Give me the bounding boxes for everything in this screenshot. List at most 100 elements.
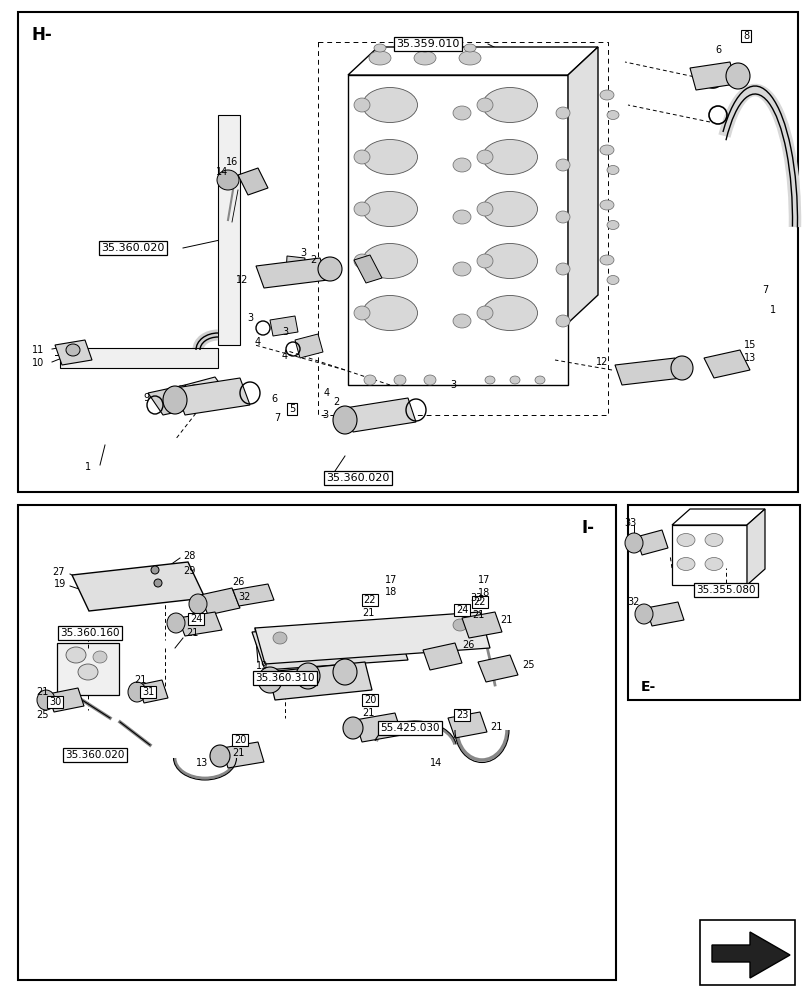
Ellipse shape (607, 165, 618, 174)
Ellipse shape (367, 632, 381, 644)
Ellipse shape (342, 717, 363, 739)
Text: 8: 8 (742, 31, 748, 41)
Text: 25: 25 (521, 660, 534, 670)
Text: 33: 33 (623, 518, 635, 528)
Ellipse shape (333, 659, 357, 685)
Ellipse shape (296, 663, 320, 689)
Polygon shape (238, 168, 268, 195)
Bar (57, 643, 119, 695)
Text: I-: I- (581, 519, 594, 537)
Ellipse shape (534, 376, 544, 384)
Text: 20: 20 (234, 735, 246, 745)
Ellipse shape (476, 150, 492, 164)
Ellipse shape (362, 88, 417, 122)
Ellipse shape (318, 257, 341, 281)
Ellipse shape (167, 613, 185, 633)
Polygon shape (185, 377, 230, 407)
Text: 35.360.020: 35.360.020 (65, 750, 125, 760)
Polygon shape (703, 350, 749, 378)
Ellipse shape (258, 667, 281, 693)
Ellipse shape (676, 534, 694, 546)
Polygon shape (270, 316, 298, 336)
Ellipse shape (556, 159, 569, 171)
Ellipse shape (151, 566, 159, 574)
Text: 14: 14 (216, 167, 228, 177)
Bar (627, 505, 799, 700)
Text: 9: 9 (144, 393, 150, 403)
Text: 3: 3 (299, 248, 306, 258)
Polygon shape (354, 713, 401, 742)
Polygon shape (478, 655, 517, 682)
Ellipse shape (458, 51, 480, 65)
Text: 19: 19 (255, 661, 268, 671)
Ellipse shape (185, 385, 204, 407)
Ellipse shape (66, 344, 80, 356)
Ellipse shape (599, 145, 613, 155)
Ellipse shape (453, 158, 470, 172)
Text: 21: 21 (362, 708, 374, 718)
Polygon shape (178, 612, 221, 636)
Text: 12: 12 (595, 357, 607, 367)
Text: 21: 21 (500, 615, 512, 625)
Text: 33: 33 (470, 593, 482, 603)
Ellipse shape (363, 375, 375, 385)
Polygon shape (711, 932, 789, 978)
Polygon shape (448, 712, 487, 738)
Ellipse shape (362, 139, 417, 174)
Polygon shape (175, 378, 250, 415)
Text: 3: 3 (247, 313, 253, 323)
Polygon shape (423, 643, 461, 670)
Ellipse shape (624, 533, 642, 553)
Polygon shape (221, 742, 264, 768)
Text: 35.360.020: 35.360.020 (101, 243, 165, 253)
Text: 2: 2 (310, 255, 315, 265)
Text: 21: 21 (231, 748, 244, 758)
Polygon shape (568, 47, 597, 323)
Text: 32: 32 (627, 597, 639, 607)
Ellipse shape (704, 558, 722, 570)
Ellipse shape (453, 262, 470, 276)
Text: 4: 4 (324, 388, 329, 398)
Text: 27: 27 (52, 567, 64, 577)
Polygon shape (294, 334, 323, 358)
Polygon shape (348, 47, 597, 75)
Ellipse shape (163, 386, 187, 414)
Text: 21: 21 (489, 722, 502, 732)
Polygon shape (635, 530, 667, 555)
Text: 17: 17 (477, 575, 489, 585)
Polygon shape (614, 358, 681, 385)
Text: E-: E- (640, 680, 655, 694)
Ellipse shape (482, 296, 537, 330)
Text: 24: 24 (455, 605, 468, 615)
Text: 6: 6 (272, 394, 277, 404)
Text: 17: 17 (384, 575, 397, 585)
Polygon shape (72, 562, 204, 611)
Polygon shape (255, 258, 328, 288)
Polygon shape (268, 662, 371, 700)
Text: 21: 21 (362, 608, 374, 618)
Polygon shape (689, 62, 735, 90)
Text: 7: 7 (761, 285, 767, 295)
Bar (18, 12, 797, 492)
Ellipse shape (599, 90, 613, 100)
Text: 3: 3 (281, 327, 288, 337)
Ellipse shape (66, 647, 86, 663)
Text: 26: 26 (231, 577, 244, 587)
Ellipse shape (362, 192, 417, 227)
Ellipse shape (78, 664, 98, 680)
Polygon shape (233, 584, 273, 606)
Text: 35.360.310: 35.360.310 (255, 673, 315, 683)
Polygon shape (646, 602, 683, 626)
Ellipse shape (476, 306, 492, 320)
Polygon shape (746, 509, 764, 585)
Ellipse shape (453, 106, 470, 120)
Ellipse shape (599, 255, 613, 265)
Ellipse shape (607, 221, 618, 230)
Polygon shape (672, 509, 764, 525)
Ellipse shape (704, 534, 722, 546)
Ellipse shape (607, 110, 618, 119)
Text: 21: 21 (471, 610, 483, 620)
Ellipse shape (453, 619, 466, 631)
Ellipse shape (453, 210, 470, 224)
Text: 19: 19 (54, 579, 67, 589)
